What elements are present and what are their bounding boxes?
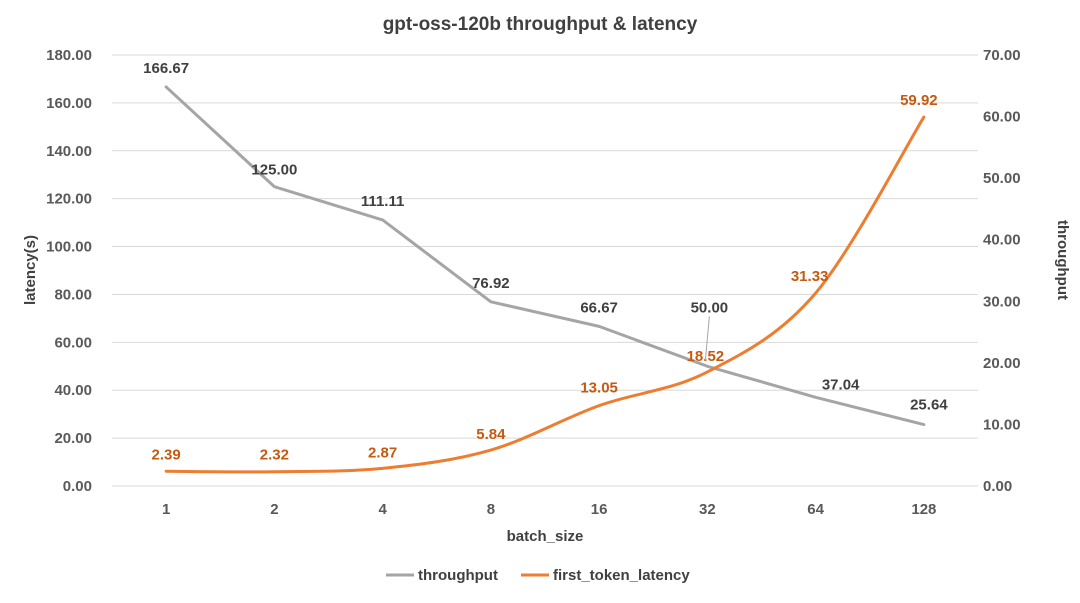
x-axis-ticks: 1 2 4 8 16 32 64 128	[162, 501, 936, 518]
right-axis-tick-label: 70.00	[983, 47, 1021, 64]
data-label-throughput: 76.92	[472, 275, 510, 292]
x-axis-tick-label: 4	[378, 501, 387, 518]
x-axis-tick-label: 2	[270, 501, 278, 518]
left-axis-tick-label: 0.00	[63, 478, 92, 495]
right-axis-ticks: 0.00 10.00 20.00 30.00 40.00 50.00 60.00 70.00	[983, 47, 1021, 495]
series-line-first-token-latency	[164, 115, 926, 474]
left-axis-tick-label: 160.00	[46, 95, 92, 112]
right-axis-tick-label: 40.00	[983, 232, 1021, 249]
data-label-first-token-latency: 59.92	[900, 92, 938, 109]
data-label-first-token-latency: 13.05	[580, 380, 618, 397]
chart-title: gpt-oss-120b throughput & latency	[383, 14, 698, 35]
x-axis-tick-label: 8	[487, 501, 495, 518]
gridlines	[112, 54, 978, 487]
left-axis-tick-label: 40.00	[54, 382, 92, 399]
right-axis-tick-label: 30.00	[983, 293, 1021, 310]
series-line-throughput	[164, 85, 926, 427]
data-label-throughput: 125.00	[251, 162, 297, 179]
data-labels: 166.67 125.00 111.11 76.92 66.67 50.00 37.04 25…	[143, 60, 948, 464]
left-axis-tick-label: 140.00	[46, 143, 92, 160]
data-label-throughput: 50.00	[691, 299, 729, 316]
left-axis-tick-label: 80.00	[54, 286, 92, 303]
x-axis-tick-label: 16	[591, 501, 608, 518]
right-axis-title: throughput	[1054, 220, 1071, 300]
left-axis-tick-label: 120.00	[46, 191, 92, 208]
series-lines	[164, 85, 926, 474]
data-label-throughput: 166.67	[143, 60, 189, 77]
data-label-first-token-latency: 31.33	[791, 268, 829, 285]
right-axis-tick-label: 0.00	[983, 478, 1012, 495]
x-axis-title: batch_size	[507, 528, 584, 545]
right-axis-tick-label: 10.00	[983, 416, 1021, 433]
left-axis-title: latency(s)	[22, 235, 39, 305]
right-axis-tick-label: 50.00	[983, 170, 1021, 187]
left-axis-tick-label: 20.00	[54, 430, 92, 447]
right-axis-tick-label: 60.00	[983, 109, 1021, 126]
data-label-throughput: 66.67	[580, 299, 618, 316]
x-axis-tick-label: 32	[699, 501, 716, 518]
legend-label-throughput: throughput	[418, 567, 498, 584]
x-axis-tick-label: 64	[807, 501, 824, 518]
left-axis-tick-label: 180.00	[46, 47, 92, 64]
x-axis-tick-label: 128	[911, 501, 936, 518]
data-label-first-token-latency: 2.39	[152, 446, 181, 463]
data-label-first-token-latency: 2.87	[368, 444, 397, 461]
data-label-leader-line	[704, 316, 710, 361]
x-axis-tick-label: 1	[162, 501, 170, 518]
right-axis-tick-label: 20.00	[983, 355, 1021, 372]
legend: throughput first_token_latency	[386, 567, 690, 584]
data-label-first-token-latency: 5.84	[476, 426, 506, 443]
left-axis-tick-label: 60.00	[54, 334, 92, 351]
data-label-throughput: 25.64	[910, 397, 948, 414]
data-label-first-token-latency: 2.32	[260, 447, 289, 464]
data-label-throughput: 111.11	[361, 193, 404, 210]
legend-label-first-token-latency: first_token_latency	[553, 567, 690, 584]
data-label-throughput: 37.04	[822, 376, 860, 393]
left-axis-ticks: 0.00 20.00 40.00 60.00 80.00 100.00 120.00 140.…	[46, 47, 92, 495]
left-axis-tick-label: 100.00	[46, 239, 92, 256]
